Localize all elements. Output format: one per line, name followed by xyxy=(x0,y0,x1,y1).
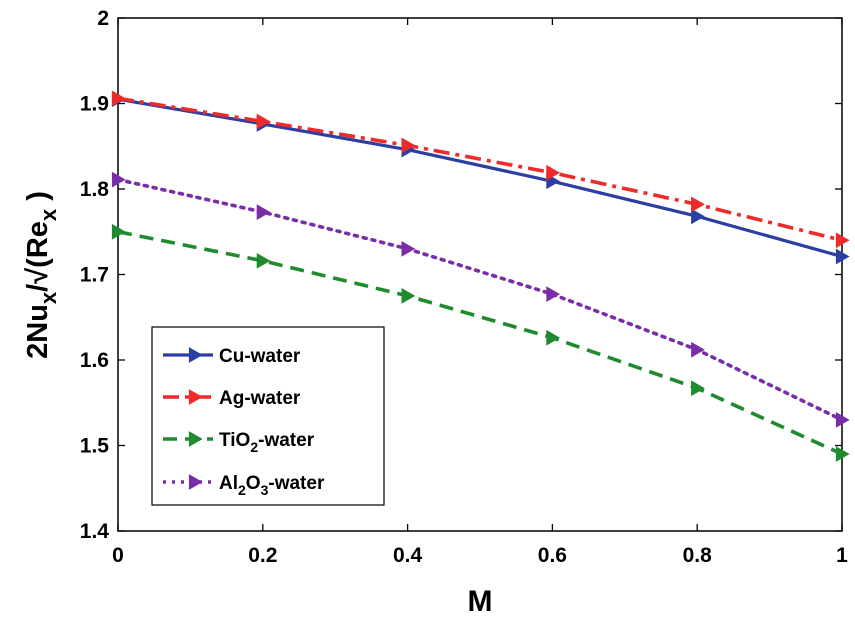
series-layer xyxy=(111,90,850,462)
legend-label: Al2O3-water xyxy=(219,473,325,498)
x-tick-label: 0.8 xyxy=(683,544,713,567)
y-tick-label: 2 xyxy=(97,7,109,30)
y-title-sub: x xyxy=(36,291,61,304)
data-point-ag-water xyxy=(401,137,416,154)
x-tick-label: 1 xyxy=(836,544,848,567)
data-point-ag-water xyxy=(546,164,561,181)
x-tick-label: 0 xyxy=(112,544,124,567)
y-tick-label: 1.5 xyxy=(80,435,110,458)
series-line-al2o3-water xyxy=(116,177,844,422)
legend-label: TiO2-water xyxy=(219,430,315,455)
y-axis-title-group: 2Nux/√(Rex ) xyxy=(22,191,61,359)
y-title-sub2: x xyxy=(36,208,61,221)
data-point-ag-water xyxy=(256,113,271,130)
data-point-tio2-water xyxy=(691,380,705,397)
legend-item-al2o3-water: Al2O3-water xyxy=(163,473,325,498)
y-title-end: ) xyxy=(22,191,54,209)
legend-marker xyxy=(188,431,203,447)
legend-marker xyxy=(188,474,203,490)
data-point-tio2-water xyxy=(111,223,126,240)
legend-label-part: -water xyxy=(258,430,315,451)
legend-label-part: Al xyxy=(219,473,238,494)
legend-label-subscript: 2 xyxy=(250,439,258,455)
legend-label: Cu-water xyxy=(219,346,301,367)
data-point-tio2-water xyxy=(546,329,561,346)
data-point-al2o3-water xyxy=(691,341,705,358)
legend-label: Ag-water xyxy=(219,388,301,409)
series-line-ag-water xyxy=(117,96,843,243)
legend-label-part: -water xyxy=(268,473,325,494)
legend-label-subscript: 3 xyxy=(261,482,269,498)
y-tick-label: 1.8 xyxy=(80,178,110,201)
data-point-al2o3-water xyxy=(111,171,126,188)
data-point-ag-water xyxy=(691,196,705,213)
data-point-al2o3-water xyxy=(401,240,416,257)
data-point-cu-water xyxy=(835,248,850,265)
data-point-al2o3-water xyxy=(835,411,850,428)
data-point-tio2-water xyxy=(256,252,271,269)
legend-label-part: Ag-water xyxy=(219,388,301,409)
data-point-al2o3-water xyxy=(256,204,271,220)
axis-ticks: 0 0.2 0.4 0.6 0.8 1 1.4 1.5 1.6 1.7 1.8 1.9 2 xyxy=(80,7,848,567)
x-tick-label: 0.4 xyxy=(393,544,423,567)
y-axis-title: 2Nux/√(Rex ) xyxy=(22,191,61,359)
y-title-mid: /√(Re xyxy=(22,221,54,292)
data-point-cu-water xyxy=(691,208,705,225)
data-point-ag-water xyxy=(835,232,850,249)
x-axis-title: M xyxy=(468,585,493,618)
series-tio2-water xyxy=(111,223,850,462)
legend-marker xyxy=(188,389,203,405)
y-tick-label: 1.6 xyxy=(80,349,109,372)
data-point-tio2-water xyxy=(401,288,416,304)
series-al2o3-water xyxy=(111,171,850,428)
series-line-tio2-water xyxy=(117,229,843,456)
legend-label-part: Cu-water xyxy=(219,346,301,367)
data-point-ag-water xyxy=(111,90,126,107)
legend-item-ag-water: Ag-water xyxy=(163,388,301,409)
legend-label-subscript: 2 xyxy=(238,482,246,498)
x-tick-label: 0.6 xyxy=(538,544,567,567)
data-point-tio2-water xyxy=(835,446,850,462)
y-title-main: 2Nu xyxy=(22,304,54,359)
series-ag-water xyxy=(111,90,850,249)
y-tick-label: 1.4 xyxy=(80,520,110,543)
series-line-cu-water xyxy=(117,97,843,259)
data-point-al2o3-water xyxy=(546,286,561,303)
legend-label-part: O xyxy=(246,473,261,494)
legend-marker xyxy=(188,347,203,363)
y-tick-label: 1.7 xyxy=(80,264,109,287)
y-tick-label: 1.9 xyxy=(80,93,109,116)
legend-item-cu-water: Cu-water xyxy=(163,346,301,367)
x-tick-label: 0.2 xyxy=(248,544,277,567)
legend-item-tio2-water: TiO2-water xyxy=(163,430,315,455)
legend-label-part: TiO xyxy=(219,430,250,451)
